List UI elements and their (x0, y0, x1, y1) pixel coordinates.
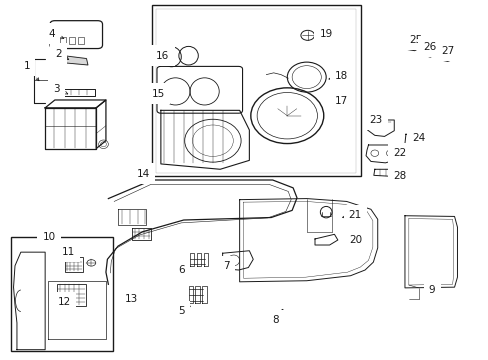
Text: 2: 2 (55, 49, 69, 59)
Text: 22: 22 (393, 148, 406, 158)
Text: 21: 21 (342, 210, 361, 220)
Text: 28: 28 (393, 171, 406, 181)
Bar (69, 37, 75, 44)
Bar (60, 37, 66, 44)
Text: 11: 11 (62, 247, 75, 257)
Text: 14: 14 (137, 168, 150, 179)
Text: 23: 23 (368, 115, 382, 125)
Text: 9: 9 (428, 284, 435, 295)
Text: 16: 16 (156, 51, 169, 61)
Text: 5: 5 (178, 306, 190, 316)
Text: 7: 7 (222, 261, 229, 271)
Bar (152, 5, 361, 176)
Bar (78, 37, 83, 44)
Text: 15: 15 (151, 89, 165, 99)
Text: 18: 18 (328, 71, 347, 81)
Text: 1: 1 (23, 61, 39, 81)
Text: 6: 6 (178, 265, 189, 275)
Text: 12: 12 (58, 297, 71, 307)
Text: 26: 26 (423, 42, 436, 52)
Text: 25: 25 (408, 35, 422, 45)
Text: 19: 19 (319, 29, 332, 39)
Text: 3: 3 (53, 84, 68, 94)
Text: 10: 10 (42, 232, 56, 242)
Text: 24: 24 (411, 133, 425, 143)
Text: 20: 20 (348, 235, 361, 245)
Bar (11, 237, 113, 351)
Text: 8: 8 (272, 309, 283, 325)
Bar (64, 257, 83, 272)
Text: 27: 27 (440, 46, 453, 56)
Bar (57, 284, 85, 306)
Text: 4: 4 (48, 28, 63, 39)
Text: 17: 17 (334, 96, 347, 107)
Polygon shape (63, 56, 88, 65)
Text: 13: 13 (125, 294, 138, 303)
